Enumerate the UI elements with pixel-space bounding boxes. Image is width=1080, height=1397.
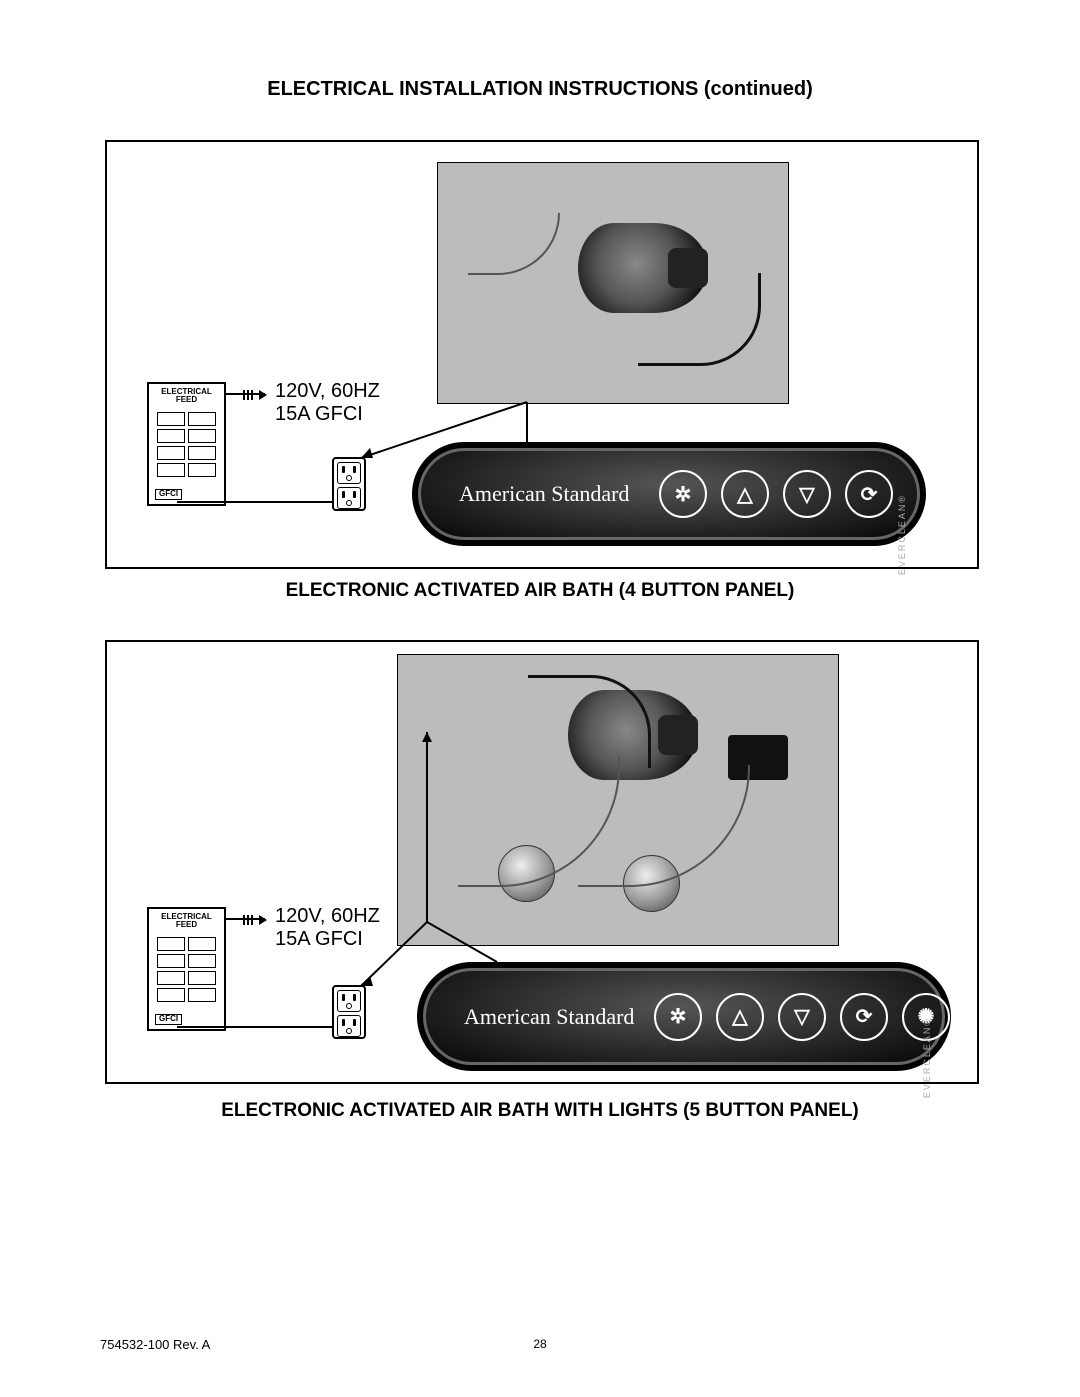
- everclean-label: EVERCLEAN®: [897, 494, 907, 575]
- control-panel-4btn: American Standard ✲ △ ▽ ⟳ EVERCLEAN®: [412, 442, 926, 546]
- page-number: 28: [533, 1337, 546, 1351]
- figure-5-button: ELECTRICAL FEED GFCI 120V, 60HZ 15A GFCI…: [105, 640, 979, 1084]
- btn-cycle-icon[interactable]: ⟳: [845, 470, 893, 518]
- button-row-4: ✲ △ ▽ ⟳: [659, 470, 893, 518]
- electrical-feed-label: ELECTRICAL FEED: [149, 913, 224, 930]
- gfci-outlet-b: [332, 985, 366, 1039]
- figure-4-button: ELECTRICAL FEED GFCI 120V, 60HZ 15A GFCI…: [105, 140, 979, 569]
- caption-4btn: ELECTRONIC ACTIVATED AIR BATH (4 BUTTON …: [0, 580, 1080, 602]
- btn-cycle-icon[interactable]: ⟳: [840, 993, 888, 1041]
- page-footer: 754532-100 Rev. A 28: [100, 1337, 980, 1352]
- electrical-feed-label: ELECTRICAL FEED: [149, 388, 224, 405]
- caption-5btn: ELECTRONIC ACTIVATED AIR BATH WITH LIGHT…: [0, 1100, 1080, 1122]
- gfci-label: GFCI: [155, 1014, 182, 1025]
- btn-down-icon[interactable]: ▽: [778, 993, 826, 1041]
- btn-up-icon[interactable]: △: [721, 470, 769, 518]
- doc-code: 754532-100 Rev. A: [100, 1337, 210, 1352]
- voltage-spec-a: 120V, 60HZ 15A GFCI: [275, 380, 380, 426]
- btn-down-icon[interactable]: ▽: [783, 470, 831, 518]
- btn-up-icon[interactable]: △: [716, 993, 764, 1041]
- voltage-spec-b: 120V, 60HZ 15A GFCI: [275, 905, 380, 951]
- brand-text: American Standard: [464, 1004, 634, 1030]
- page-title: ELECTRICAL INSTALLATION INSTRUCTIONS (co…: [0, 78, 1080, 101]
- gfci-label: GFCI: [155, 489, 182, 500]
- breaker-panel-b: ELECTRICAL FEED GFCI: [147, 907, 226, 1031]
- photo-blower-b: [397, 654, 839, 946]
- control-panel-5btn: American Standard ✲ △ ▽ ⟳ ✺ EVERCLEAN®: [417, 962, 951, 1071]
- photo-blower-a: [437, 162, 789, 404]
- button-row-5: ✲ △ ▽ ⟳ ✺: [654, 993, 950, 1041]
- brand-text: American Standard: [459, 481, 629, 507]
- breaker-panel-a: ELECTRICAL FEED GFCI: [147, 382, 226, 506]
- btn-fan-icon[interactable]: ✲: [654, 993, 702, 1041]
- everclean-label: EVERCLEAN®: [922, 1017, 932, 1098]
- btn-fan-icon[interactable]: ✲: [659, 470, 707, 518]
- gfci-outlet-a: [332, 457, 366, 511]
